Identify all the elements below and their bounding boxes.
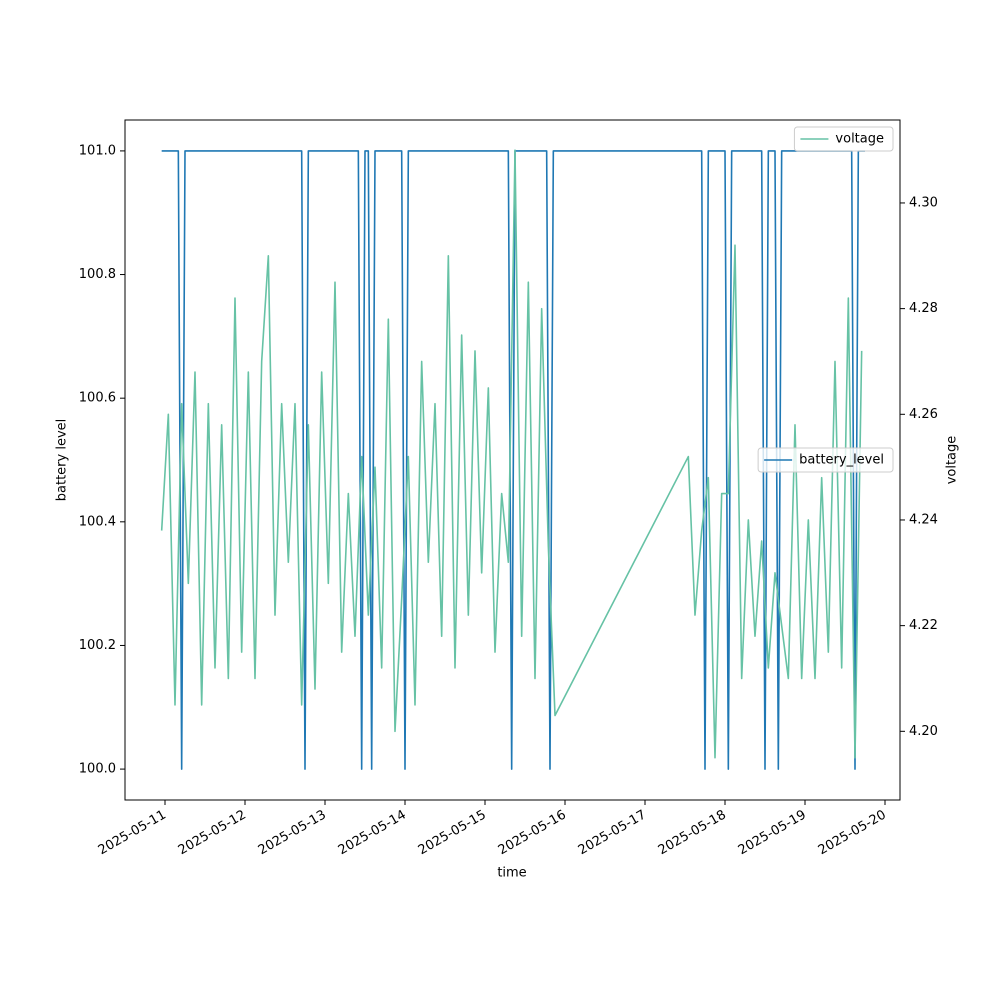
- x-tick-label: 2025-05-18: [656, 808, 729, 859]
- legend-label: battery_level: [799, 453, 884, 468]
- y-tick-label: 101.0: [79, 143, 116, 158]
- y-tick-label: 100.0: [79, 762, 116, 777]
- x-tick-label: 2025-05-11: [96, 808, 169, 859]
- x-tick-label: 2025-05-19: [736, 808, 809, 859]
- y-tick-label: 100.8: [79, 267, 116, 282]
- y2-tick-label: 4.20: [909, 724, 938, 739]
- series-line: [161, 150, 865, 770]
- y2-tick-label: 4.24: [909, 512, 938, 527]
- x-tick-label: 2025-05-15: [416, 808, 489, 859]
- y2-tick-label: 4.30: [909, 195, 938, 210]
- legend: voltage: [793, 126, 894, 152]
- y2-tick-label: 4.28: [909, 301, 938, 316]
- series-line: [160, 149, 863, 759]
- y2-tick-label: 4.26: [909, 407, 938, 422]
- plot-frame: [124, 119, 901, 801]
- legend-label: voltage: [835, 132, 884, 147]
- legend: battery_level: [757, 447, 894, 473]
- y-axis-label: battery level: [55, 419, 70, 502]
- x-tick-label: 2025-05-12: [176, 808, 249, 859]
- y2-axis-label: voltage: [945, 436, 960, 485]
- x-axis-label: time: [497, 866, 526, 881]
- x-tick-label: 2025-05-16: [496, 808, 569, 859]
- y-tick-label: 100.4: [79, 514, 116, 529]
- x-tick-label: 2025-05-17: [576, 808, 649, 859]
- x-tick-label: 2025-05-14: [336, 808, 409, 859]
- y-tick-label: 100.6: [79, 391, 116, 406]
- x-tick-label: 2025-05-13: [256, 808, 329, 859]
- y2-tick-label: 4.22: [909, 618, 938, 633]
- y-tick-label: 100.2: [79, 638, 116, 653]
- legend-box: [793, 126, 894, 152]
- legend-box: [757, 447, 894, 473]
- x-tick-label: 2025-05-20: [816, 808, 889, 859]
